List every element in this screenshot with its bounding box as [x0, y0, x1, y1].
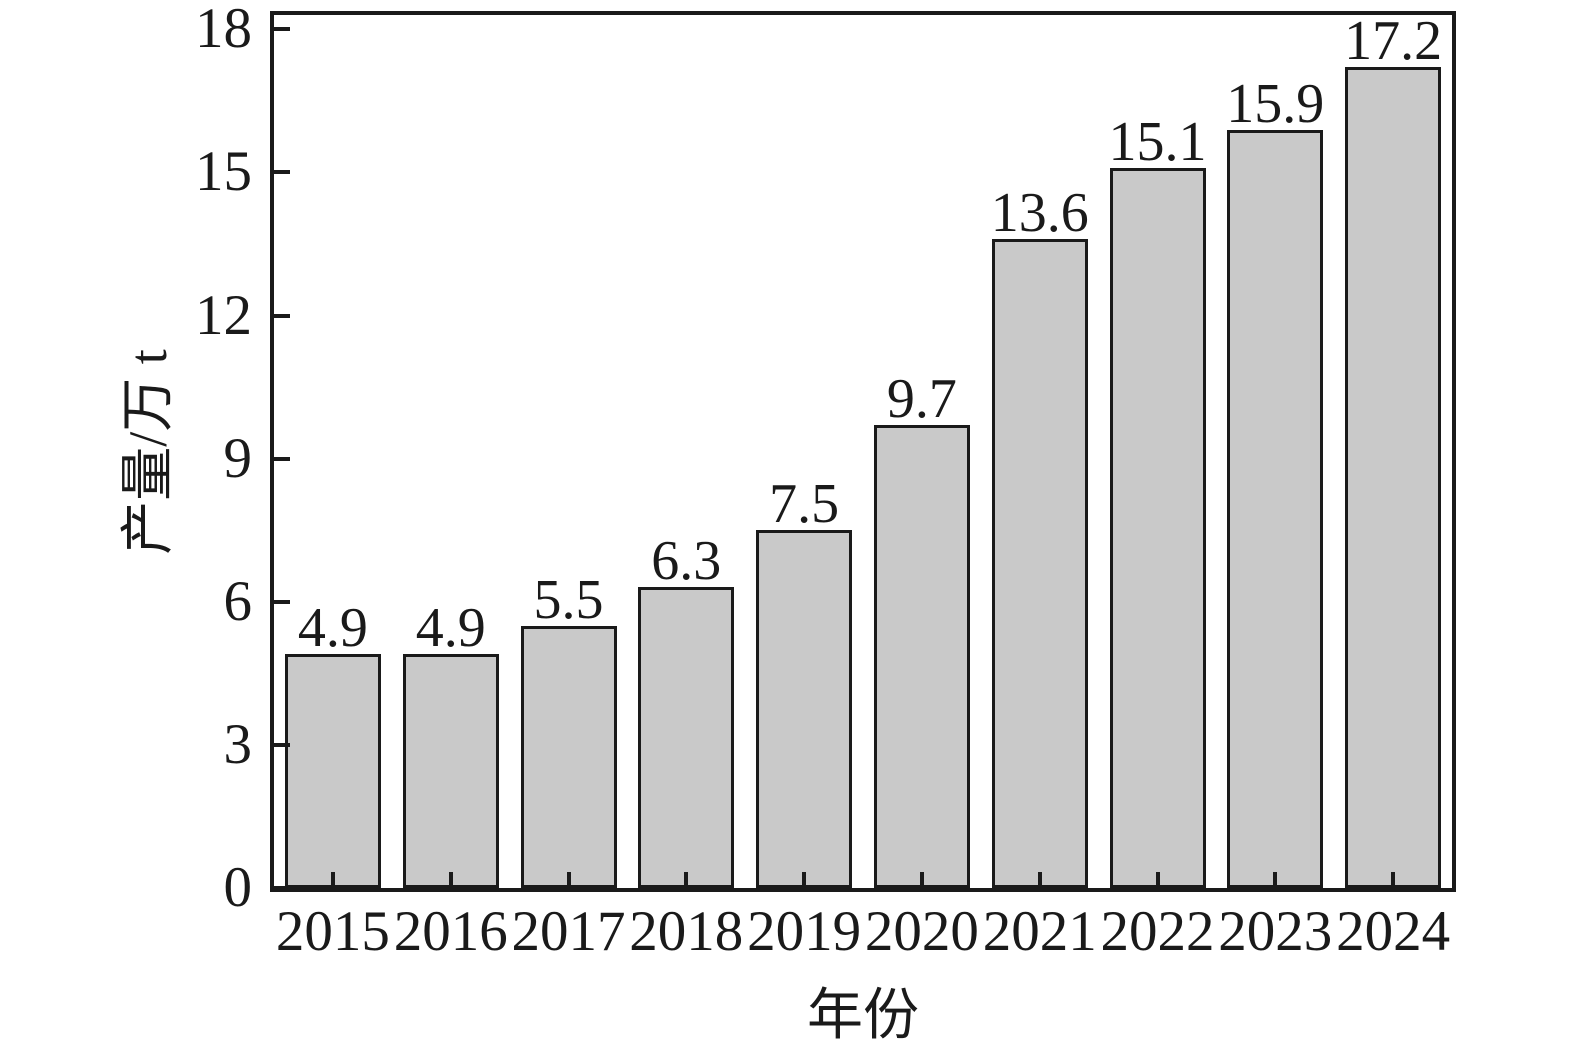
- bar-value-label-2022: 15.1: [1108, 110, 1207, 173]
- bar-2023: [1227, 129, 1324, 888]
- y-tick-label-12: 12: [195, 283, 252, 347]
- x-tick-label-2023: 2023: [1218, 900, 1333, 963]
- y-tick-mark-3: [274, 742, 290, 747]
- bar-value-label-2023: 15.9: [1226, 72, 1325, 135]
- y-tick-label-15: 15: [195, 140, 252, 204]
- bar-2018: [638, 587, 735, 888]
- x-tick-label-2024: 2024: [1336, 900, 1451, 963]
- x-tick-label-2022: 2022: [1100, 900, 1215, 963]
- bar-value-label-2018: 6.3: [651, 530, 722, 593]
- bar-2019: [756, 530, 853, 888]
- y-tick-label-18: 18: [195, 0, 252, 61]
- x-axis-title: 年份: [807, 985, 919, 1047]
- x-tick-mark-2016: [448, 872, 453, 888]
- x-tick-label-2015: 2015: [275, 900, 390, 963]
- x-tick-mark-2022: [1155, 872, 1160, 888]
- plot-area: 4.9 4.9 5.5 6.3 7.5 9.7 13.6 15.1 15.9 17.2: [270, 11, 1456, 892]
- x-tick-mark-2023: [1273, 872, 1278, 888]
- x-tick-label-2019: 2019: [747, 900, 862, 963]
- bar-value-label-2021: 13.6: [990, 182, 1089, 245]
- bar-2017: [520, 625, 617, 888]
- y-tick-mark-0: [274, 886, 290, 890]
- bar-value-label-2016: 4.9: [415, 597, 486, 660]
- x-tick-mark-2018: [684, 872, 689, 888]
- bar-value-label-2017: 5.5: [533, 568, 604, 631]
- y-tick-mark-9: [274, 456, 290, 461]
- bar-2024: [1345, 67, 1442, 888]
- x-tick-mark-2015: [330, 872, 335, 888]
- x-tick-mark-2024: [1391, 872, 1396, 888]
- bar-value-label-2019: 7.5: [769, 473, 840, 536]
- x-tick-label-2016: 2016: [393, 900, 508, 963]
- y-tick-mark-12: [274, 313, 290, 318]
- x-tick-mark-2019: [802, 872, 807, 888]
- x-tick-mark-2020: [919, 872, 924, 888]
- y-tick-label-9: 9: [223, 426, 253, 490]
- bar-value-label-2024: 17.2: [1344, 10, 1443, 73]
- bar-2022: [1109, 167, 1206, 888]
- y-tick-mark-15: [274, 170, 290, 175]
- x-tick-label-2018: 2018: [629, 900, 744, 963]
- bar-2021: [991, 239, 1088, 888]
- y-tick-mark-18: [274, 27, 290, 32]
- bar-2020: [873, 425, 970, 888]
- x-tick-label-2020: 2020: [864, 900, 979, 963]
- x-tick-mark-2017: [566, 872, 571, 888]
- y-tick-label-6: 6: [223, 569, 253, 633]
- bar-value-label-2015: 4.9: [297, 597, 368, 660]
- bar-value-label-2020: 9.7: [886, 368, 957, 431]
- y-tick-label-0: 0: [223, 856, 253, 919]
- bar-2016: [402, 654, 499, 888]
- y-tick-label-3: 3: [223, 712, 253, 776]
- y-axis-title: 产量/万 t: [118, 349, 178, 555]
- y-tick-mark-6: [274, 599, 290, 604]
- x-tick-label-2021: 2021: [982, 900, 1097, 963]
- x-tick-mark-2021: [1037, 872, 1042, 888]
- bar-2015: [284, 654, 381, 888]
- x-tick-label-2017: 2017: [511, 900, 626, 963]
